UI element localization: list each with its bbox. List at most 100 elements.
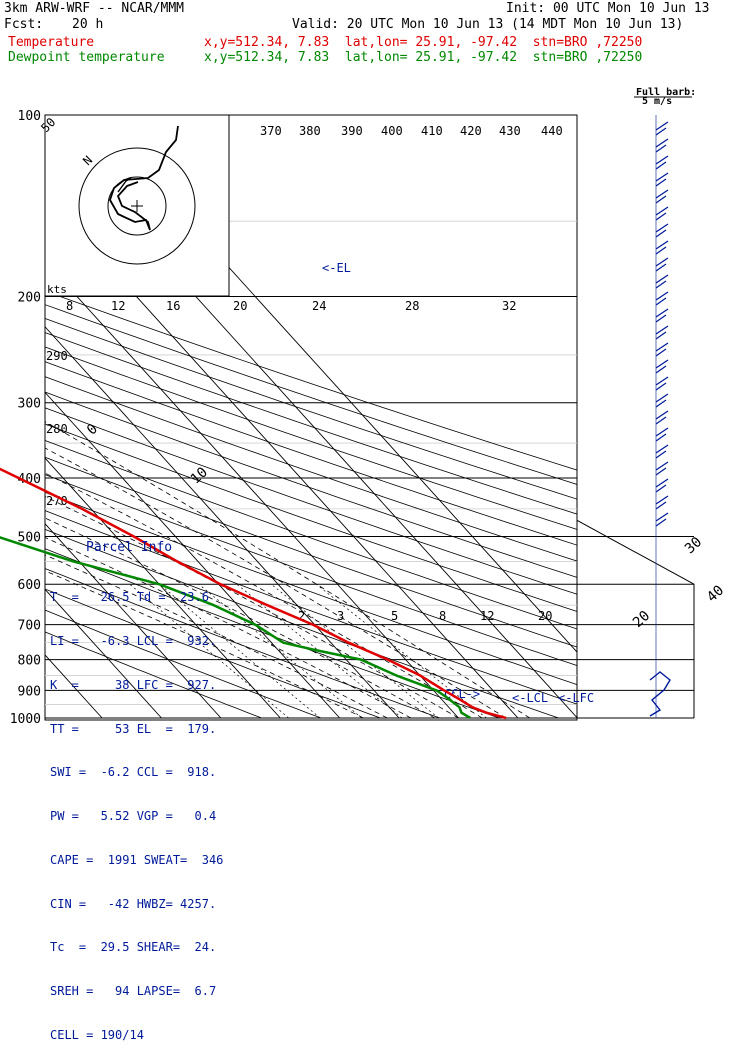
fcst-label: Fcst: [4,17,44,32]
pressure-label: 600 [18,578,41,593]
pressure-label: 500 [18,530,41,545]
parcel-row: LI = -6.3 LCL = 932. [50,633,217,648]
wind-barb [655,274,669,284]
moist-adiabat [45,472,483,719]
pressure-label: 400 [18,472,41,487]
pressure-label: 100 [18,109,41,124]
temperature-line [0,467,507,720]
wind-barb [655,223,669,233]
wind-legend-units: 5 m/s [642,96,672,107]
wind-barb [655,433,667,442]
wind-barb [655,212,667,221]
isotherm-label: 40 [704,582,727,605]
mixing-ratio-label: 2 [298,609,305,623]
dry-adiabat [45,407,577,595]
parcel-row: T = 26.5 Td = 23.6 [50,590,209,605]
plot-extension-outline [576,519,695,718]
wind-barb [655,450,667,459]
wind-barb [655,393,669,403]
title-init: Init: 00 UTC Mon 10 Jun 13 [506,1,710,16]
dry-adiabat [45,423,577,612]
wind-barb [655,121,669,131]
isotherm-line [45,457,281,719]
hodograph-kts-label: kts [47,283,67,296]
moist-adiabat [45,570,364,719]
dry-adiabat [45,318,577,500]
wind-barb [655,206,669,216]
parcel-row: CAPE = 1991 SWEAT= 346 [50,852,224,867]
title-model: 3km ARW-WRF -- NCAR/MMM [4,1,185,16]
hodo-scale-label: 20 [233,299,247,313]
pressure-label: 300 [18,397,41,412]
wind-barb [655,155,669,165]
theta-label: 420 [460,124,482,138]
temperature-legend: Temperature [8,35,95,50]
wind-barb-cluster [649,671,671,717]
sounding-series [0,467,507,720]
mixing-ratio-label: 20 [538,609,552,623]
theta-label: 390 [341,124,363,138]
hodo-scale-label: 32 [502,299,516,313]
wind-barb [655,410,669,420]
parcel-row: SWI = -6.2 CCL = 918. [50,765,217,780]
parcel-row: CIN = -42 HWBZ= 4257. [50,896,217,911]
wind-barb [655,308,669,318]
theta-label: 440 [541,124,563,138]
hodo-scale-label: 24 [312,299,326,313]
wind-barb-column [649,115,671,718]
dry-adiabat [45,609,322,719]
wind-barb [655,427,669,437]
wind-barb [655,172,669,182]
wind-barb [655,291,669,301]
dry-adiabat [45,631,262,719]
hodo-scale-label: 28 [405,299,419,313]
wind-barb [655,229,667,238]
parcel-row: PW = 5.52 VGP = 0.4 [50,809,217,824]
hodo-scale-label: 8 [66,299,73,313]
dry-adiabat [45,456,577,648]
fcst-value: 20 h [72,17,104,32]
wind-barb [655,246,667,255]
wind-barb [655,314,667,323]
dry-adiabat [45,568,440,719]
theta-label: 370 [260,124,282,138]
dry-adiabat [45,474,577,666]
hodograph-trace [109,125,179,231]
wind-barb [655,189,669,199]
isotherm-label: 30 [682,534,705,557]
temperature-info: x,y=512.34, 7.83 lat,lon= 25.91, -97.42 … [204,35,643,50]
parcel-info-table: T = 26.5 Td = 23.6 LI = -6.3 LCL = 932. … [50,561,223,1057]
dewpoint-legend: Dewpoint temperature [8,50,165,65]
pressure-label: 800 [18,654,41,669]
mixing-ratio-line [159,583,321,719]
wind-barb [655,444,669,454]
wind-barb [655,365,667,374]
wind-barb [655,461,669,471]
hodo-scale-label: 12 [111,299,125,313]
pressure-label: 700 [18,619,41,634]
mixing-ratio-line [270,583,439,719]
valid-time: Valid: 20 UTC Mon 10 Jun 13 (14 MDT Mon … [292,17,684,32]
wind-barb [655,359,669,369]
theta-side-label: 270 [46,494,68,508]
wind-barb [655,325,669,335]
wind-barb [655,382,667,391]
hodograph-arrow [117,177,132,193]
wind-barb [655,512,669,522]
mixing-ratio-label: 5 [391,609,398,623]
wind-barb [655,342,669,352]
isotherm-line [45,326,400,719]
wind-barb [655,495,669,505]
wind-barb [655,518,667,527]
parcel-row: Tc = 29.5 SHEAR= 24. [50,940,217,955]
el-label: <-EL [322,261,351,275]
wind-barb [655,331,667,340]
theta-label: 410 [421,124,443,138]
dry-adiabat [45,391,577,578]
theta-label: 400 [381,124,403,138]
pressure-label: 200 [18,291,41,306]
parcel-row: TT = 53 EL = 179. [50,721,217,736]
dry-adiabat [45,588,381,719]
isotherm-label: 20 [630,608,653,631]
